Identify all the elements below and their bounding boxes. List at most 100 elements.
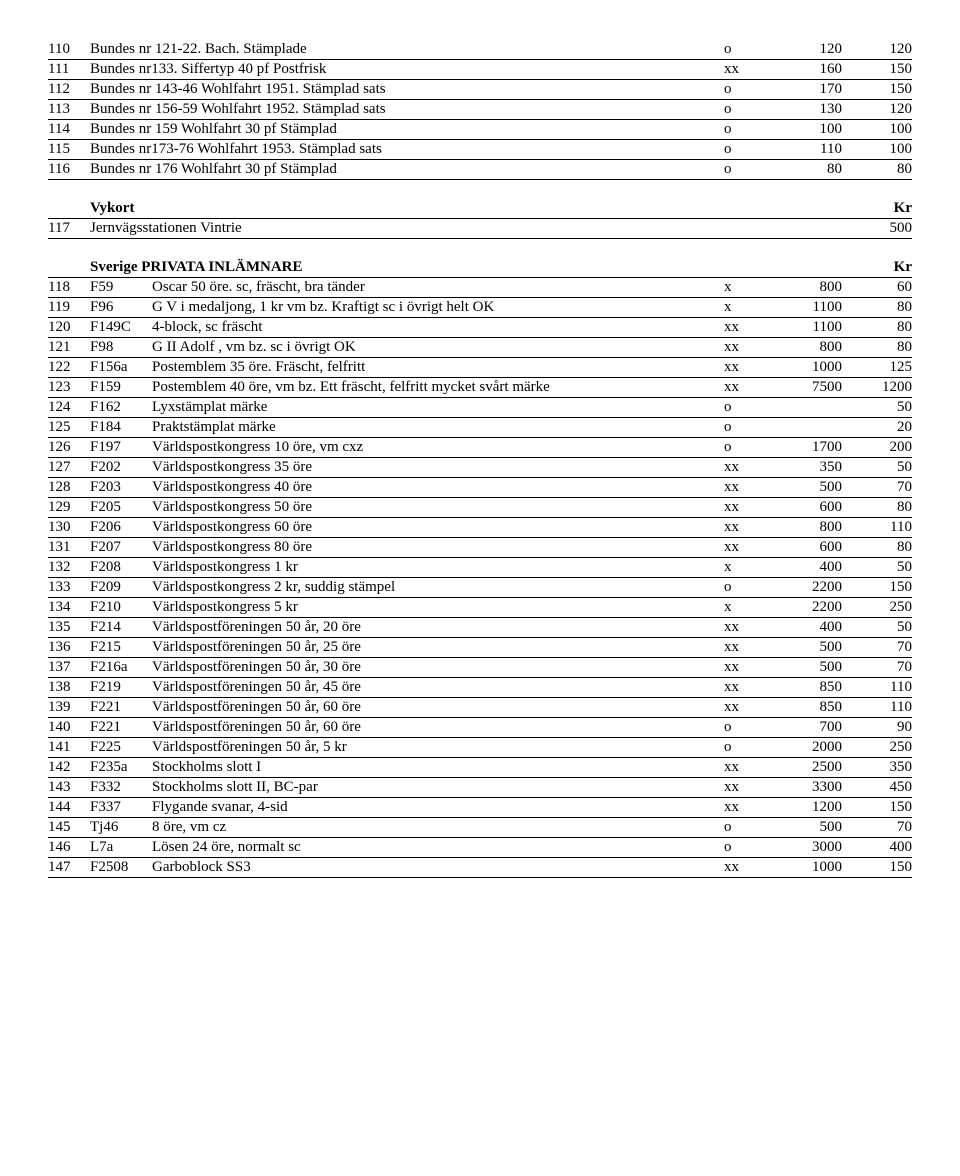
lot-number: 111 — [48, 60, 90, 80]
table-row: 128F203Världspostkongress 40 örexx50070 — [48, 478, 912, 498]
price-1: 120 — [772, 40, 842, 59]
price-1: 100 — [772, 120, 842, 140]
lot-number: 115 — [48, 140, 90, 160]
price-1 — [772, 418, 842, 438]
lot-number: 134 — [48, 598, 90, 618]
table-row: 135F214Världspostföreningen 50 år, 20 ör… — [48, 618, 912, 638]
lot-number: 118 — [48, 278, 90, 298]
table-row: 114Bundes nr 159 Wohlfahrt 30 pf Stämpla… — [48, 120, 912, 140]
price-1: 400 — [772, 618, 842, 638]
description: Postemblem 35 öre. Fräscht, felfritt — [152, 358, 724, 378]
lot-number: 116 — [48, 160, 90, 180]
lot-number: 117 — [48, 219, 90, 239]
price-1: 1700 — [772, 438, 842, 458]
price-2: 80 — [842, 298, 912, 318]
table-row: 126F197Världspostkongress 10 öre, vm cxz… — [48, 438, 912, 458]
price-2: 110 — [842, 698, 912, 718]
price-2: 500 — [842, 219, 912, 239]
table-row: 127F202Världspostkongress 35 örexx35050 — [48, 458, 912, 478]
condition: xx — [724, 538, 772, 558]
price-1: 7500 — [772, 378, 842, 398]
price-1: 110 — [772, 140, 842, 160]
section-heading-unit: Kr — [842, 199, 912, 218]
description: Praktstämplat märke — [152, 418, 724, 438]
table-row: 138F219Världspostföreningen 50 år, 45 ör… — [48, 678, 912, 698]
price-2: 100 — [842, 140, 912, 160]
price-2: 50 — [842, 458, 912, 478]
description: Världspostkongress 80 öre — [152, 538, 724, 558]
lot-number: 112 — [48, 80, 90, 100]
table-row: 121F98G II Adolf , vm bz. sc i övrigt OK… — [48, 338, 912, 358]
price-2: 150 — [842, 80, 912, 100]
description: G II Adolf , vm bz. sc i övrigt OK — [152, 338, 724, 358]
table-row: 132F208Världspostkongress 1 krx40050 — [48, 558, 912, 578]
condition: xx — [724, 378, 772, 398]
catalogue-code: F215 — [90, 638, 152, 658]
catalogue-code: F98 — [90, 338, 152, 358]
table-row: 125F184Praktstämplat märkeo20 — [48, 418, 912, 438]
table-row: 118F59Oscar 50 öre. sc, fräscht, bra tän… — [48, 278, 912, 298]
price-2: 50 — [842, 398, 912, 418]
description: Världspostkongress 10 öre, vm cxz — [152, 438, 724, 458]
catalogue-code: L7a — [90, 838, 152, 858]
condition: o — [724, 418, 772, 438]
description: Jernvägsstationen Vintrie — [90, 219, 724, 239]
price-2: 50 — [842, 558, 912, 578]
price-1: 350 — [772, 458, 842, 478]
price-1: 400 — [772, 558, 842, 578]
condition: xx — [724, 338, 772, 358]
lot-number: 141 — [48, 738, 90, 758]
table-row: 139F221Världspostföreningen 50 år, 60 ör… — [48, 698, 912, 718]
lot-number: 113 — [48, 100, 90, 120]
price-1: 2200 — [772, 578, 842, 598]
table-row: 137F216aVärldspostföreningen 50 år, 30 ö… — [48, 658, 912, 678]
catalogue-code: F206 — [90, 518, 152, 538]
condition: xx — [724, 60, 772, 80]
condition: x — [724, 278, 772, 298]
price-2: 450 — [842, 778, 912, 798]
description: Bundes nr173-76 Wohlfahrt 1953. Stämplad… — [90, 140, 724, 160]
catalogue-code: Tj46 — [90, 818, 152, 838]
price-2: 150 — [842, 858, 912, 878]
lot-number: 137 — [48, 658, 90, 678]
table-row: 120F149C4-block, sc fräschtxx110080 — [48, 318, 912, 338]
catalogue-code: F197 — [90, 438, 152, 458]
price-1: 3000 — [772, 838, 842, 858]
price-1: 500 — [772, 818, 842, 838]
description: Bundes nr133. Siffertyp 40 pf Postfrisk — [90, 60, 724, 80]
price-1 — [772, 219, 842, 239]
table-row: 110Bundes nr 121-22. Bach. Stämpladeo120… — [48, 40, 912, 59]
lot-number: 122 — [48, 358, 90, 378]
description: Världspostföreningen 50 år, 5 kr — [152, 738, 724, 758]
price-2: 150 — [842, 798, 912, 818]
table-row: 143F332Stockholms slott II, BC-parxx3300… — [48, 778, 912, 798]
lot-number: 126 — [48, 438, 90, 458]
catalogue-code: F162 — [90, 398, 152, 418]
table-row: 119F96G V i medaljong, 1 kr vm bz. Kraft… — [48, 298, 912, 318]
condition: xx — [724, 638, 772, 658]
price-1: 130 — [772, 100, 842, 120]
catalogue-code: F216a — [90, 658, 152, 678]
condition: o — [724, 140, 772, 160]
condition: o — [724, 438, 772, 458]
price-2: 70 — [842, 638, 912, 658]
price-2: 100 — [842, 120, 912, 140]
lot-number: 123 — [48, 378, 90, 398]
price-1: 800 — [772, 338, 842, 358]
lot-number: 129 — [48, 498, 90, 518]
condition: xx — [724, 358, 772, 378]
condition: xx — [724, 518, 772, 538]
lot-number: 136 — [48, 638, 90, 658]
lot-number: 144 — [48, 798, 90, 818]
condition: o — [724, 398, 772, 418]
table-row: 124F162Lyxstämplat märkeo50 — [48, 398, 912, 418]
table-row: 145Tj468 öre, vm czo50070 — [48, 818, 912, 838]
price-2: 110 — [842, 518, 912, 538]
price-2: 110 — [842, 678, 912, 698]
condition: xx — [724, 498, 772, 518]
table-row: 113Bundes nr 156-59 Wohlfahrt 1952. Stäm… — [48, 100, 912, 120]
price-2: 400 — [842, 838, 912, 858]
lot-number: 114 — [48, 120, 90, 140]
description: Världspostkongress 1 kr — [152, 558, 724, 578]
table-row: 134F210Världspostkongress 5 krx2200250 — [48, 598, 912, 618]
